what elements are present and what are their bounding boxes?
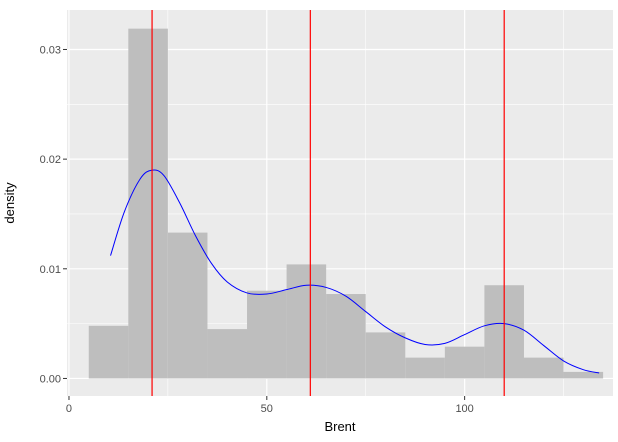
- y-tick-label: 0.03: [40, 44, 61, 56]
- y-axis-title: density: [2, 182, 17, 224]
- histogram-bar: [207, 329, 247, 378]
- x-tick-label: 50: [261, 403, 273, 415]
- y-tick-label: 0.00: [40, 373, 61, 385]
- y-tick-label: 0.01: [40, 264, 61, 276]
- histogram-bar: [405, 358, 445, 379]
- histogram-bar: [89, 326, 129, 379]
- histogram-bar: [445, 347, 485, 379]
- histogram-bar: [366, 332, 406, 378]
- x-tick-label: 100: [455, 403, 473, 415]
- histogram-bar: [247, 291, 287, 379]
- histogram-bar: [168, 233, 208, 379]
- x-axis-title: Brent: [324, 419, 355, 434]
- histogram-bar: [524, 358, 564, 379]
- x-tick-label: 0: [66, 403, 72, 415]
- histogram-bar: [287, 264, 327, 378]
- histogram-bar: [128, 29, 168, 379]
- y-tick-label: 0.02: [40, 154, 61, 166]
